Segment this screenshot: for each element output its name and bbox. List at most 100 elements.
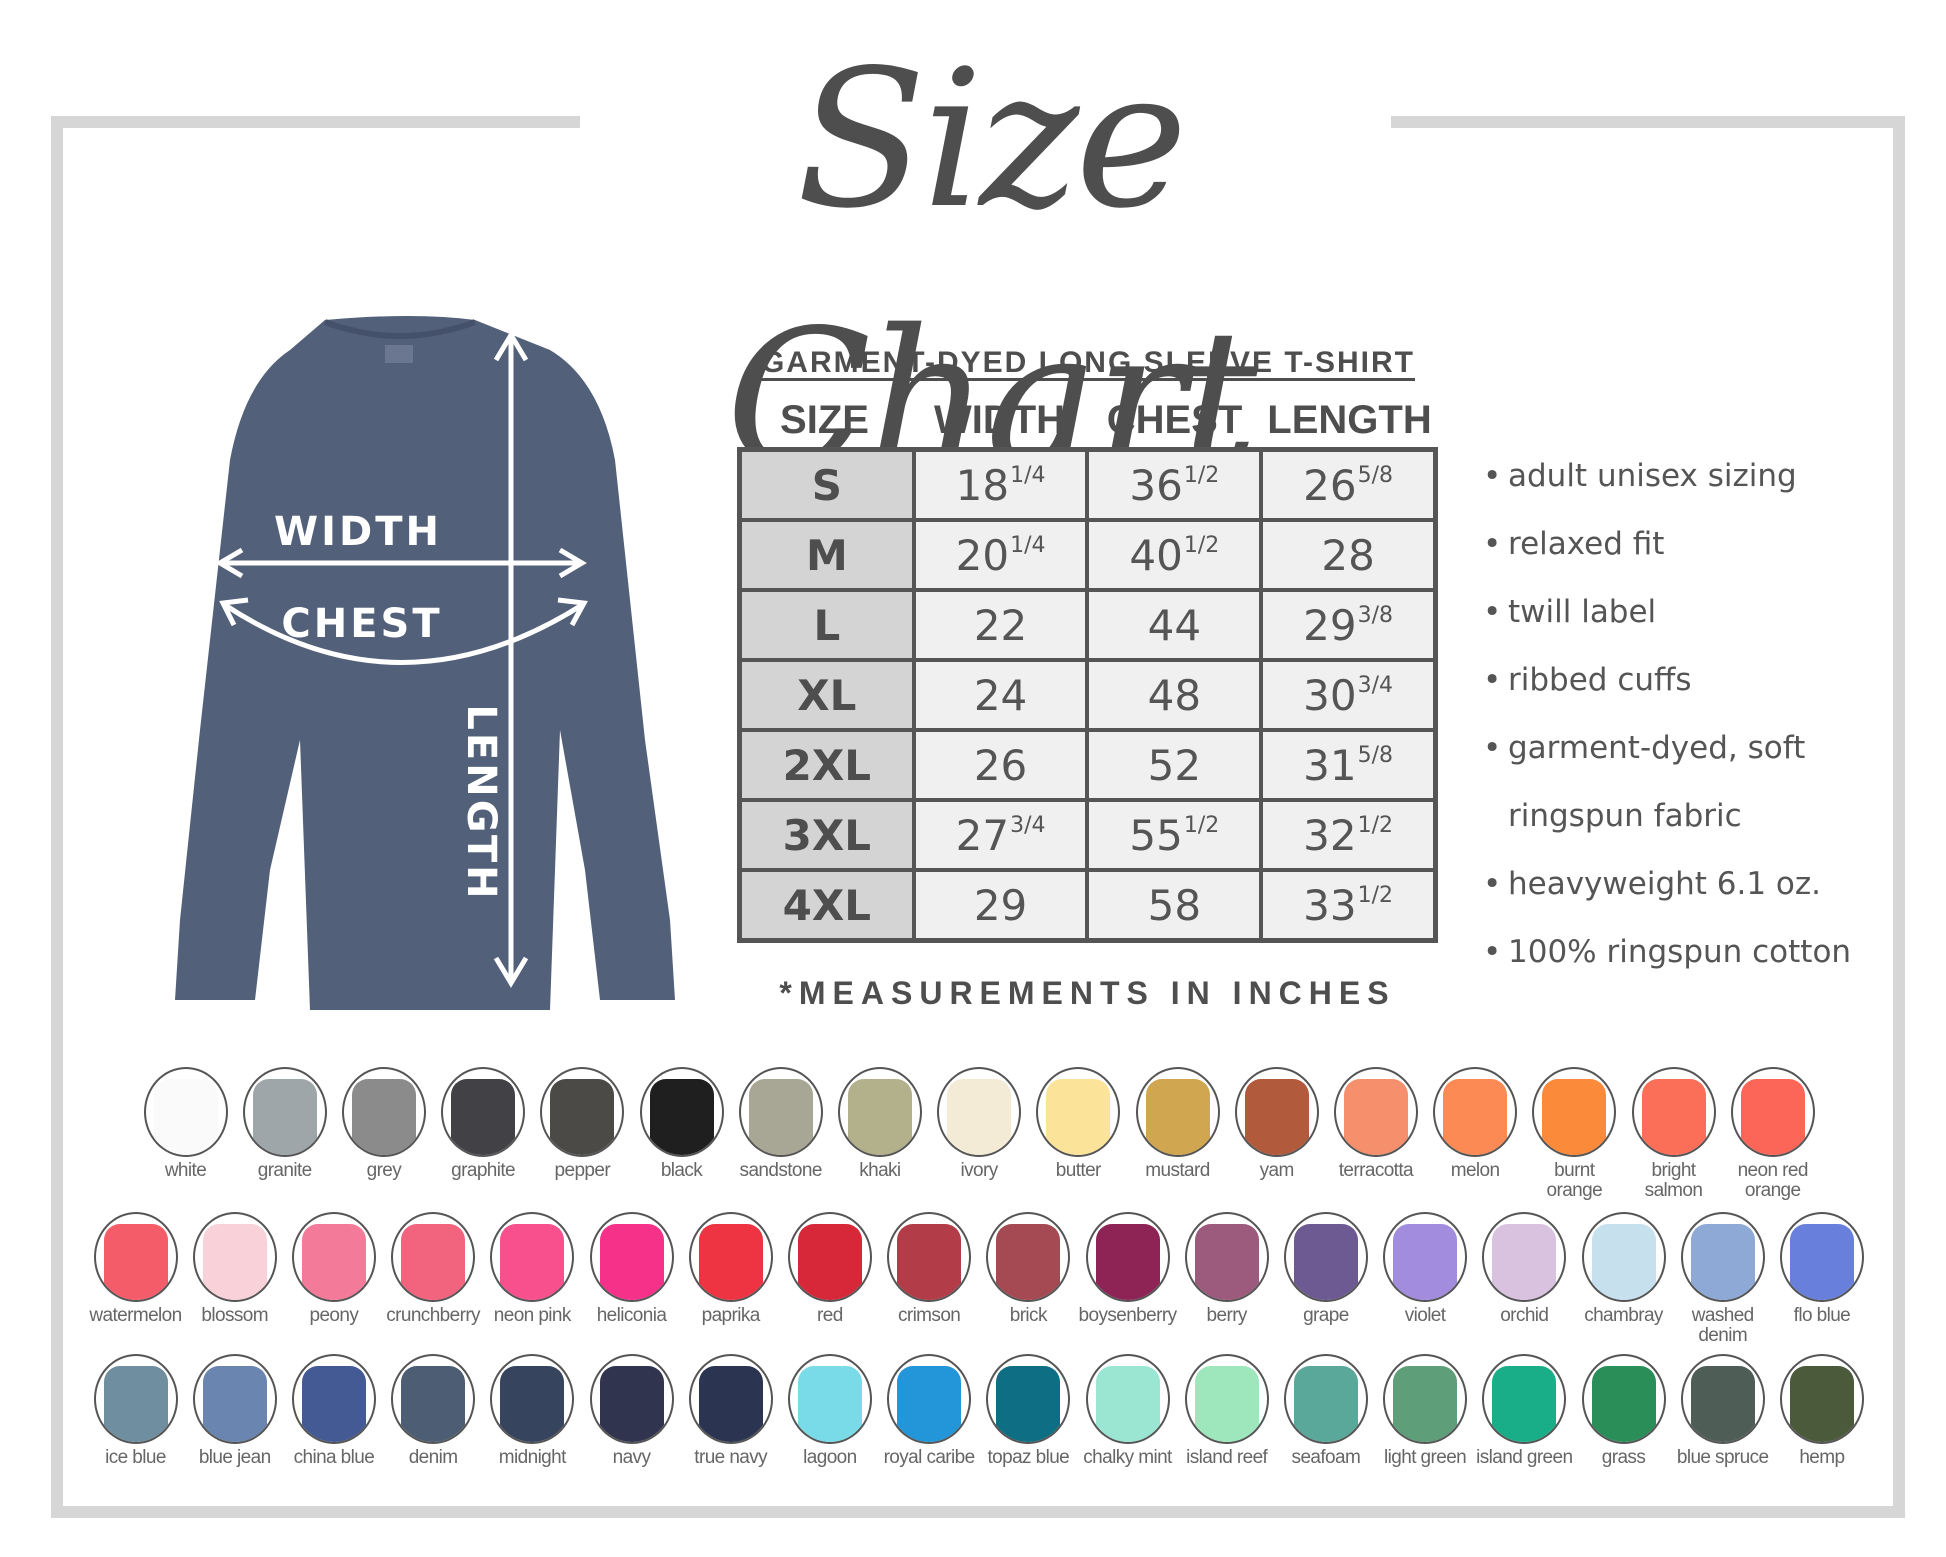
swatch-label: neon pink xyxy=(493,1305,572,1326)
color-swatch: black xyxy=(632,1067,731,1181)
swatch-label: watermelon xyxy=(89,1305,182,1326)
feature-item: • heavyweight 6.1 oz. xyxy=(1483,864,1851,932)
chest-fraction: 1/2 xyxy=(1183,532,1220,558)
swatch-shirt-icon xyxy=(1779,1212,1864,1302)
color-swatch: khaki xyxy=(830,1067,929,1181)
feature-item: ringspun fabric xyxy=(1483,796,1851,864)
color-swatch: seafoam xyxy=(1276,1354,1375,1468)
color-swatch: ice blue xyxy=(86,1354,185,1468)
feature-list: • adult unisex sizing • relaxed fit • twill l… xyxy=(1483,456,1851,1000)
size-table: S 181/4 361/2 265/8 M 201/4 401/2 28 L 22 44 293/8 X… xyxy=(737,447,1438,943)
color-swatch: grass xyxy=(1574,1354,1673,1468)
header-length: LENGTH xyxy=(1267,398,1432,442)
width-whole: 24 xyxy=(973,670,1028,720)
color-swatch: graphite xyxy=(434,1067,533,1181)
length-cell: 321/2 xyxy=(1259,798,1438,872)
color-swatch: heliconia xyxy=(582,1212,681,1326)
color-swatch: lagoon xyxy=(780,1354,879,1468)
chest-whole: 55 xyxy=(1129,810,1183,860)
length-whole: 31 xyxy=(1303,740,1357,790)
color-swatch: chambray xyxy=(1574,1212,1673,1326)
length-fraction: 3/8 xyxy=(1357,602,1394,628)
width-whole: 29 xyxy=(973,880,1028,930)
color-swatch: orchid xyxy=(1475,1212,1574,1326)
swatch-label: neon red orange xyxy=(1737,1160,1809,1201)
color-swatch: true navy xyxy=(681,1354,780,1468)
swatch-label: blue jean xyxy=(198,1447,271,1468)
color-swatch: topaz blue xyxy=(979,1354,1078,1468)
swatch-label: graphite xyxy=(451,1160,516,1181)
swatch-shirt-icon xyxy=(490,1354,575,1444)
swatch-shirt-icon xyxy=(242,1067,327,1157)
feature-item: • ribbed cuffs xyxy=(1483,660,1851,728)
length-whole: 33 xyxy=(1303,880,1357,930)
color-swatch: island reef xyxy=(1177,1354,1276,1468)
swatch-shirt-icon xyxy=(1680,1212,1765,1302)
swatch-shirt-icon xyxy=(837,1067,922,1157)
swatch-label: boysenberry xyxy=(1078,1305,1178,1326)
swatch-shirt-icon xyxy=(1581,1354,1666,1444)
swatch-shirt-icon xyxy=(1730,1067,1815,1157)
swatch-label: navy xyxy=(612,1447,651,1468)
feature-text: heavyweight 6.1 oz. xyxy=(1508,866,1822,902)
header-size: SIZE xyxy=(780,398,869,442)
swatch-label: blossom xyxy=(201,1305,268,1326)
color-swatch: watermelon xyxy=(86,1212,185,1326)
swatch-label: mustard xyxy=(1145,1160,1210,1181)
swatch-label: paprika xyxy=(701,1305,761,1326)
table-row: 3XL 273/4 551/2 321/2 xyxy=(737,798,1438,872)
color-swatch: midnight xyxy=(483,1354,582,1468)
swatch-label: topaz blue xyxy=(987,1447,1070,1468)
chest-cell: 52 xyxy=(1085,728,1264,802)
color-swatch: sandstone xyxy=(731,1067,830,1181)
table-row: XL 24 48 303/4 xyxy=(737,658,1438,732)
feature-text: ringspun fabric xyxy=(1508,798,1742,834)
swatch-label: orchid xyxy=(1500,1305,1549,1326)
feature-item: • twill label xyxy=(1483,592,1851,660)
swatch-shirt-icon xyxy=(1680,1354,1765,1444)
color-swatch: neon red orange xyxy=(1723,1067,1822,1201)
swatch-shirt-icon xyxy=(738,1067,823,1157)
swatch-shirt-icon xyxy=(639,1067,724,1157)
swatch-label: flo blue xyxy=(1793,1305,1851,1326)
swatch-label: berry xyxy=(1206,1305,1248,1326)
width-whole: 22 xyxy=(973,600,1028,650)
size-cell: 2XL xyxy=(737,728,916,802)
width-arrow xyxy=(215,547,587,579)
swatch-shirt-icon xyxy=(391,1212,476,1302)
width-cell: 181/4 xyxy=(911,447,1090,522)
swatch-shirt-icon xyxy=(490,1212,575,1302)
feature-text: ribbed cuffs xyxy=(1508,662,1692,698)
swatch-shirt-icon xyxy=(986,1354,1071,1444)
color-swatch: royal caribe xyxy=(880,1354,979,1468)
color-swatch: burnt orange xyxy=(1525,1067,1624,1201)
swatch-label: butter xyxy=(1055,1160,1102,1181)
swatch-label: hemp xyxy=(1799,1447,1845,1468)
bullet-icon: • xyxy=(1483,934,1502,970)
color-swatch: island green xyxy=(1475,1354,1574,1468)
swatch-shirt-icon xyxy=(589,1212,674,1302)
width-label: WIDTH xyxy=(274,509,442,555)
frame-top-right xyxy=(1391,116,1905,128)
frame-bottom xyxy=(51,1506,1905,1518)
color-swatch: paprika xyxy=(681,1212,780,1326)
swatch-label: crunchberry xyxy=(386,1305,480,1326)
width-whole: 26 xyxy=(973,740,1028,790)
width-whole: 18 xyxy=(955,460,1010,510)
swatch-shirt-icon xyxy=(1184,1212,1269,1302)
swatch-label: seafoam xyxy=(1291,1447,1361,1468)
feature-item: • 100% ringspun cotton xyxy=(1483,932,1851,1000)
color-swatch: red xyxy=(780,1212,879,1326)
table-title: GARMENT-DYED LONG SLEEVE T-SHIRT xyxy=(760,346,1416,379)
measurement-note: *MEASUREMENTS IN INCHES xyxy=(779,975,1396,1011)
swatch-shirt-icon xyxy=(192,1212,277,1302)
length-whole: 28 xyxy=(1321,530,1375,580)
header-width: WIDTH xyxy=(933,398,1066,442)
swatch-label: terracotta xyxy=(1338,1160,1414,1181)
length-whole: 32 xyxy=(1303,810,1357,860)
length-whole: 29 xyxy=(1303,600,1357,650)
color-swatch: hemp xyxy=(1772,1354,1871,1468)
color-swatch: yam xyxy=(1227,1067,1326,1181)
swatch-shirt-icon xyxy=(291,1354,376,1444)
swatch-label: heliconia xyxy=(596,1305,667,1326)
